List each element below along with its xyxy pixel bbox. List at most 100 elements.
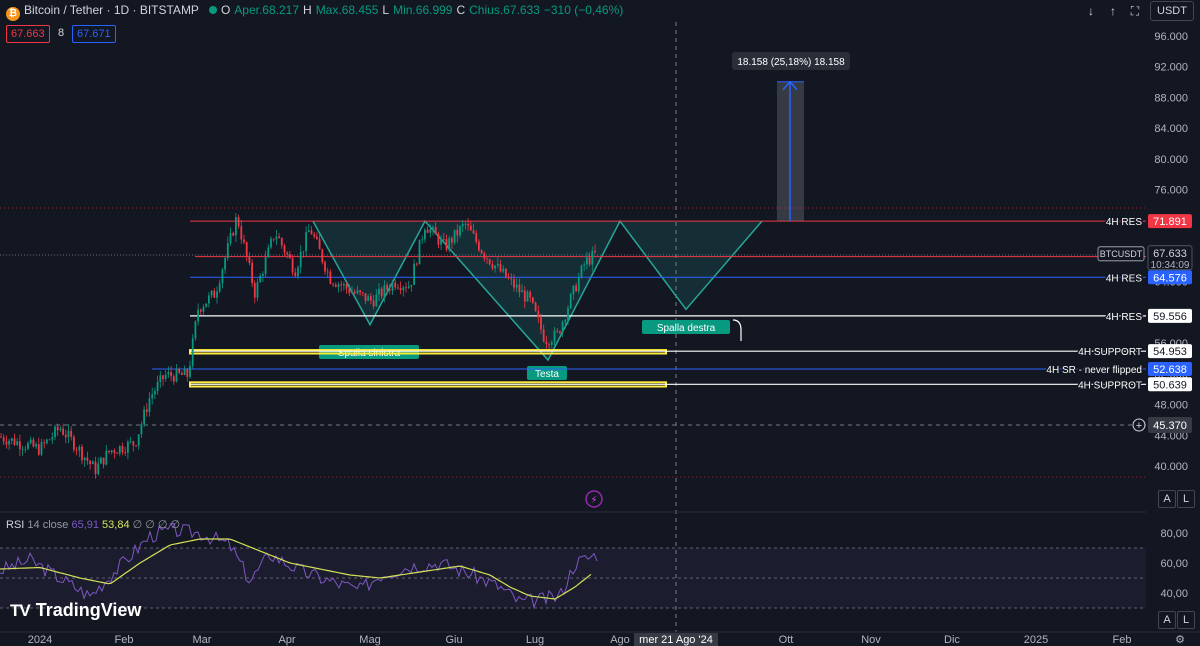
candle	[29, 436, 32, 445]
candle	[367, 293, 370, 302]
sell-price[interactable]: 67.663	[6, 25, 50, 43]
candle	[475, 230, 478, 245]
fullscreen-icon[interactable]: ⛶	[1130, 4, 1140, 18]
candle	[216, 286, 218, 304]
candle	[64, 429, 67, 444]
y-tick-label: 96.000	[1154, 31, 1188, 43]
candle	[353, 289, 356, 295]
candle-body	[62, 428, 64, 435]
candle	[424, 228, 426, 243]
candle-body	[280, 238, 283, 246]
candle-body	[424, 229, 426, 240]
candle-body	[321, 249, 324, 263]
close-value: Chius.67.633	[469, 3, 540, 17]
candle	[5, 435, 8, 449]
candle	[183, 365, 186, 376]
candle-body	[356, 290, 359, 294]
candle-body	[40, 442, 43, 455]
time-axis: 2024FebMarAprMagGiuLugAgoSetOttNovDic202…	[0, 631, 1200, 646]
candle-body	[410, 284, 413, 287]
open-label: O	[220, 3, 231, 17]
candle-body	[164, 374, 167, 380]
candle	[488, 258, 491, 266]
buy-price[interactable]: 67.671	[72, 25, 116, 43]
candle	[507, 273, 510, 280]
candle-body	[202, 307, 205, 312]
y-tick-label: 40.000	[1154, 461, 1188, 473]
candle-body	[367, 296, 370, 301]
candle-body	[370, 296, 372, 301]
candle-body	[140, 424, 143, 435]
rsi-log-scale-button[interactable]: L	[1177, 611, 1195, 629]
candle-body	[218, 283, 221, 292]
auto-scale-button[interactable]: A	[1158, 490, 1176, 508]
rsi-ma-line	[0, 538, 592, 600]
candle-body	[451, 238, 453, 243]
candle	[591, 246, 594, 272]
candle	[181, 370, 183, 376]
candle-body	[135, 445, 137, 447]
candle-body	[440, 239, 442, 245]
candle	[159, 370, 162, 388]
x-tick-label: 2025	[1024, 634, 1048, 646]
currency-select[interactable]: USDT	[1150, 1, 1194, 21]
change-value: −310 (−0,46%)	[543, 3, 624, 17]
candle-body	[388, 289, 391, 291]
rsi-auto-scale-button[interactable]: A	[1158, 611, 1176, 629]
candle	[91, 459, 94, 465]
rsi-label[interactable]: RSI	[6, 519, 25, 531]
candle-body	[183, 369, 186, 376]
candle	[380, 286, 383, 300]
candle	[208, 292, 210, 308]
candle	[594, 244, 596, 254]
candle	[302, 251, 305, 258]
candle	[559, 330, 561, 335]
candle-body	[329, 271, 332, 284]
rsi-legend: RSI 14 close 65,91 53,84 ∅ ∅ ∅ ∅	[6, 518, 180, 531]
candle-body	[216, 291, 218, 298]
level-price-label: 52.638	[1153, 364, 1187, 376]
candle-body	[575, 285, 577, 292]
candle-body	[380, 288, 383, 297]
candle	[313, 231, 316, 239]
candle	[110, 449, 113, 455]
candle	[164, 370, 167, 382]
arrow-up-icon[interactable]: ↑	[1110, 4, 1116, 18]
candle	[442, 232, 445, 241]
log-scale-button[interactable]: L	[1177, 490, 1195, 508]
level-price-tag	[1148, 361, 1192, 376]
candle-body	[521, 290, 523, 293]
x-tick-label: Giu	[445, 634, 462, 646]
symbol-title[interactable]: Bitcoin / Tether · 1D · BITSTAMP	[24, 3, 199, 17]
candle-body	[116, 453, 118, 454]
candle	[505, 268, 507, 279]
candle-body	[491, 264, 494, 269]
candle-body	[580, 265, 583, 278]
candle-body	[478, 241, 480, 251]
candle	[321, 248, 324, 265]
candle-body	[145, 409, 148, 412]
x-tick-label: 2024	[28, 634, 52, 646]
candle	[410, 284, 413, 292]
candle	[221, 267, 224, 289]
candle	[337, 282, 340, 293]
candle	[375, 289, 378, 307]
head-label: Testa	[535, 369, 559, 380]
candle-body	[73, 436, 75, 450]
candle-body	[110, 450, 113, 453]
candle	[572, 285, 575, 300]
candle-body	[75, 449, 78, 451]
candle	[143, 405, 145, 428]
candle-body	[35, 444, 37, 447]
candle	[448, 235, 451, 253]
arrow-down-icon[interactable]: ↓	[1088, 4, 1094, 18]
candle-body	[572, 285, 575, 294]
level-price-tag	[1148, 344, 1192, 359]
candle	[43, 439, 46, 449]
candle	[40, 438, 43, 457]
candle-body	[594, 250, 596, 253]
level-price-tag	[1148, 214, 1192, 229]
candle-body	[148, 398, 151, 412]
candle-body	[264, 257, 267, 274]
